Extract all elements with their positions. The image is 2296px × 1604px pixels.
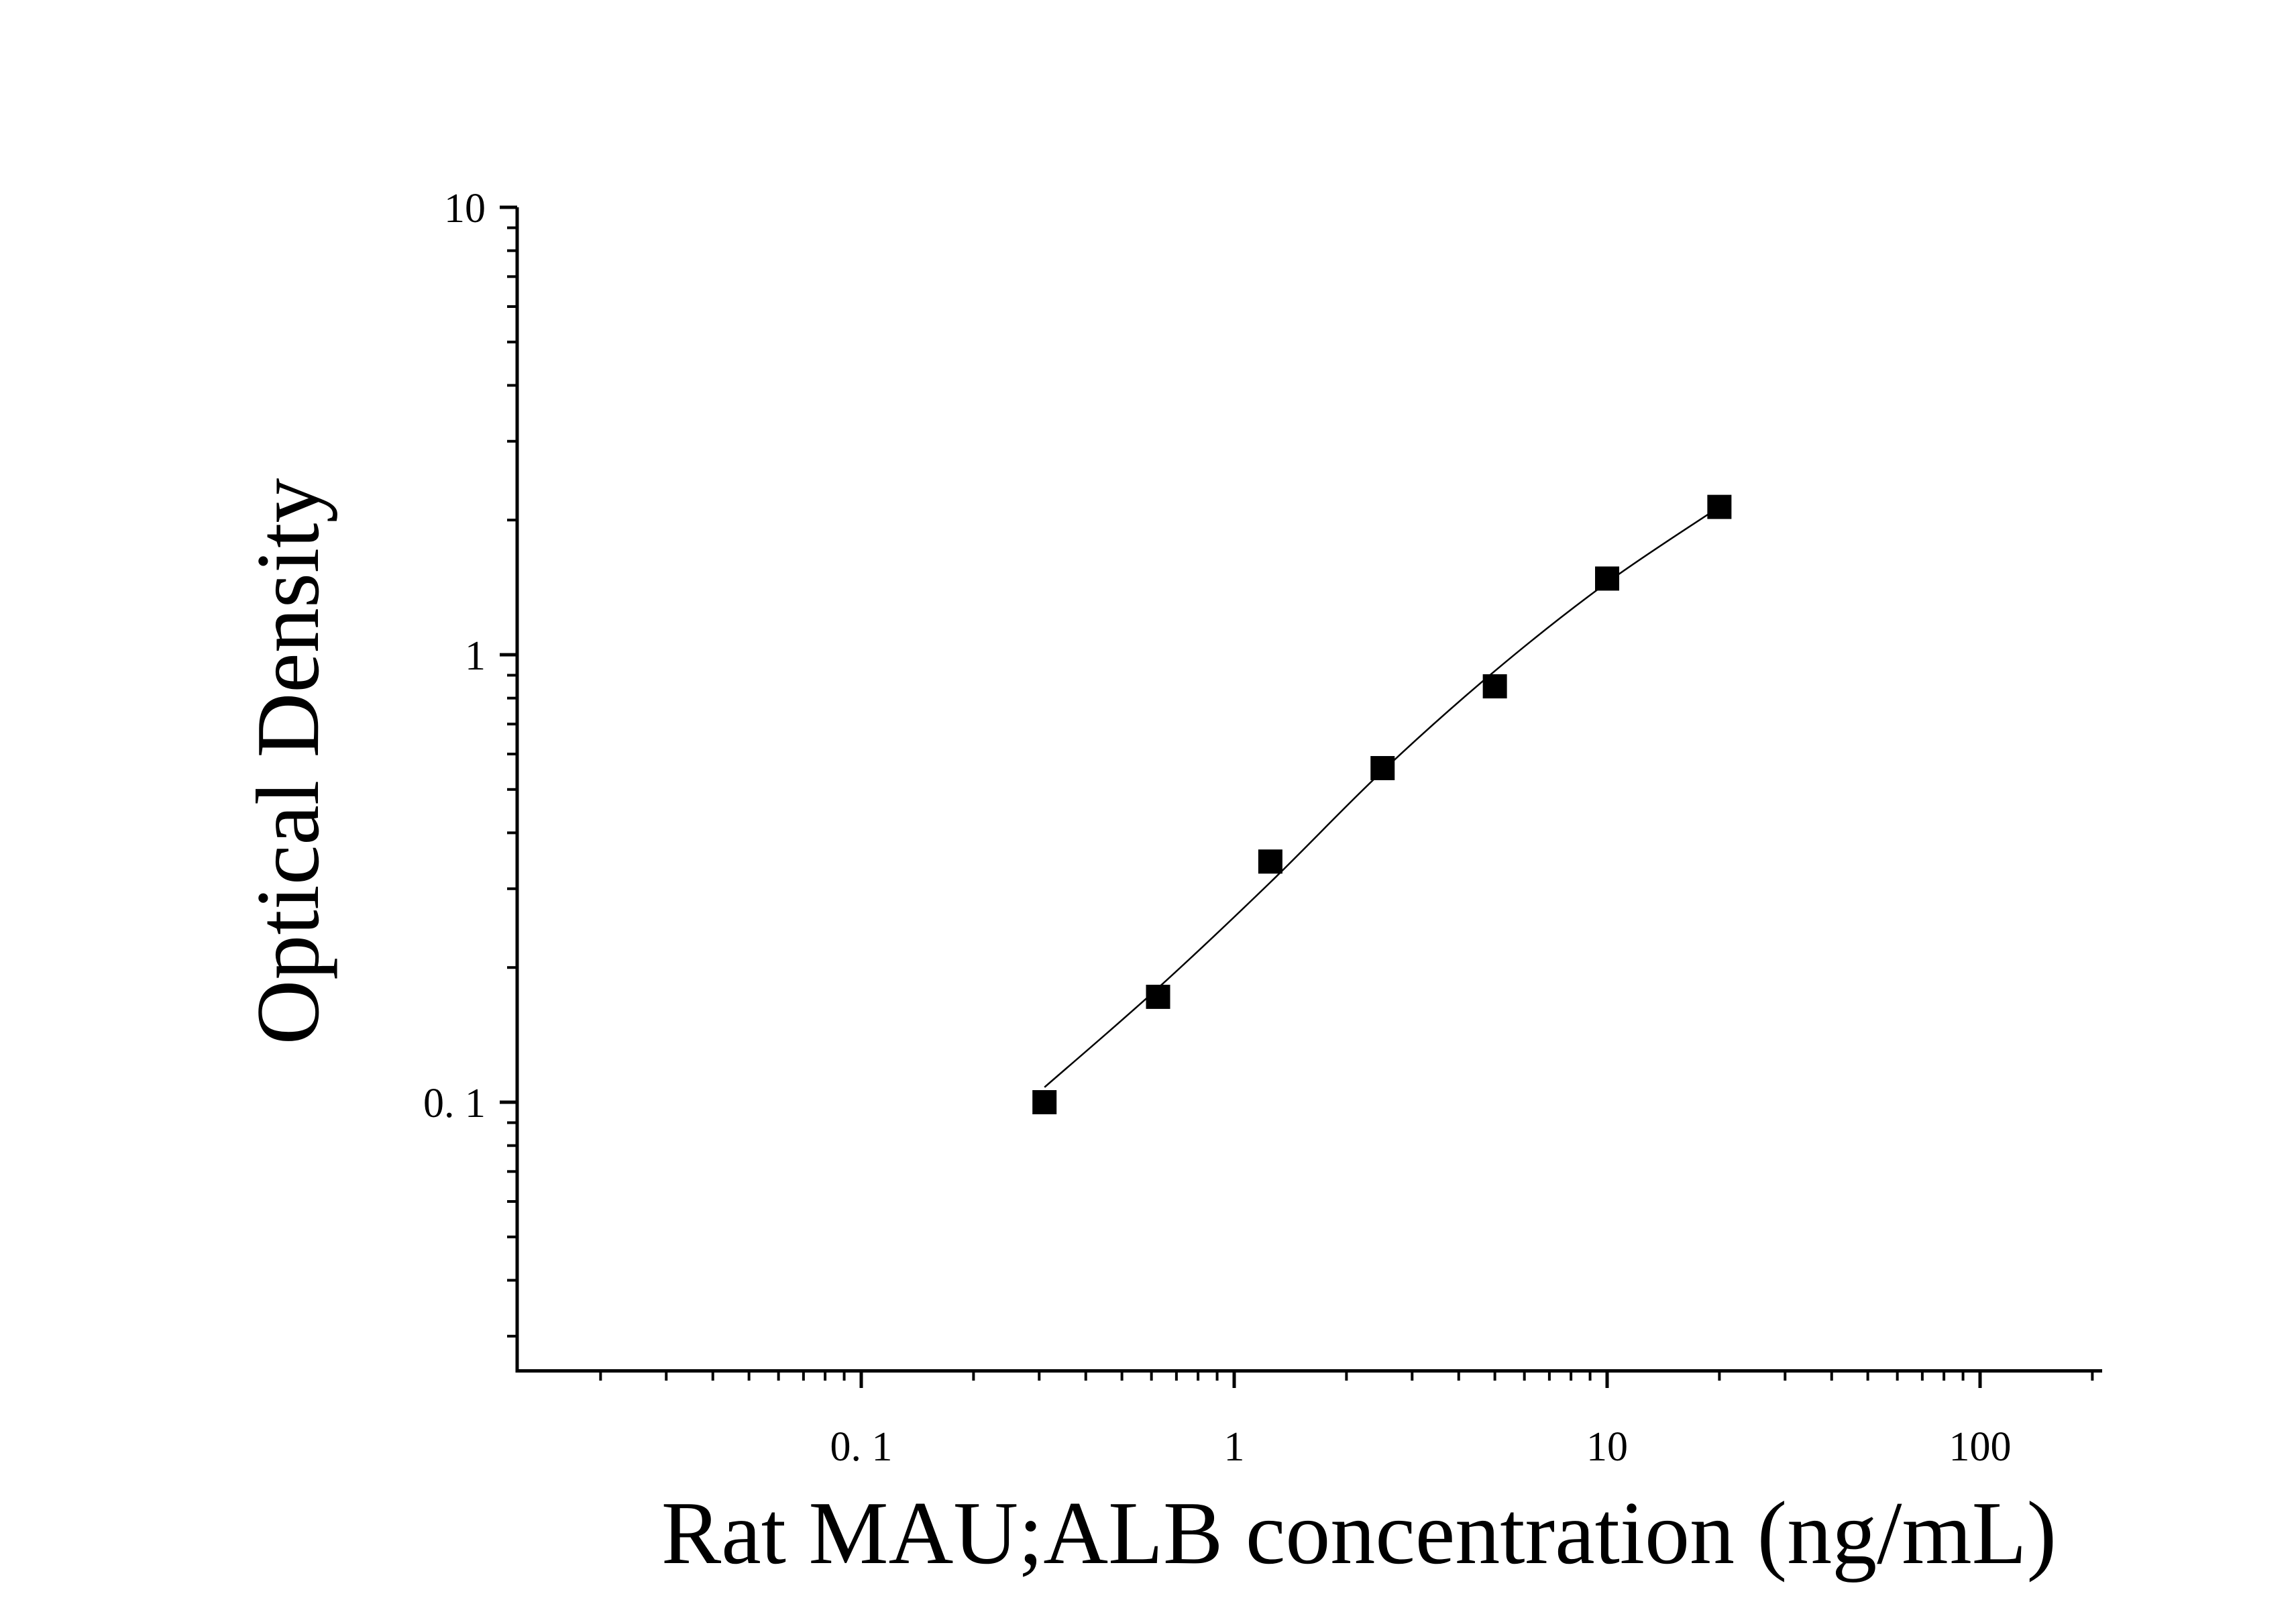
data-point	[1370, 755, 1395, 780]
x-tick-label: 0. 1	[830, 1424, 893, 1470]
data-point	[1032, 1090, 1057, 1114]
data-point	[1707, 494, 1732, 519]
data-point	[1482, 674, 1507, 699]
x-tick-label: 1	[1224, 1424, 1245, 1470]
fit-curve	[1044, 506, 1720, 1088]
x-tick-label: 10	[1586, 1424, 1628, 1470]
x-axis-title: Rat MAU;ALB concentration (ng/mL)	[661, 1483, 2057, 1583]
y-tick-label: 0. 1	[423, 1081, 486, 1126]
data-points	[1032, 494, 1732, 1114]
x-axis-tick-labels: 0. 1 1 10 100	[830, 1424, 2012, 1470]
x-axis-ticks	[599, 1371, 2094, 1388]
y-tick-label: 10	[444, 186, 486, 231]
data-point	[1146, 984, 1170, 1009]
data-point	[1595, 566, 1619, 591]
y-axis-tick-labels: 0. 1 1 10	[423, 186, 486, 1126]
axes: 0. 1 1 10 0. 1 1 10 100	[423, 186, 2102, 1470]
data-point	[1258, 849, 1282, 874]
y-axis-title: Optical Density	[238, 478, 337, 1045]
y-tick-label: 1	[465, 633, 486, 679]
y-axis-ticks	[500, 205, 517, 1338]
x-tick-label: 100	[1949, 1424, 2012, 1470]
